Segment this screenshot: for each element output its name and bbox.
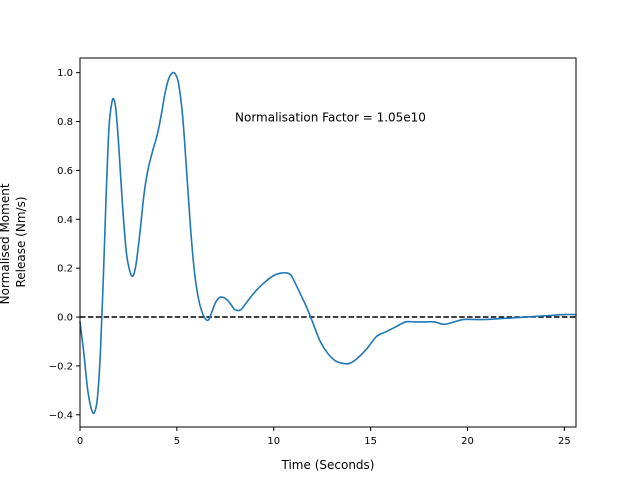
x-axis-ticks: 0 5 10 15 20 25 [77,427,571,447]
x-tick-label: 0 [77,436,83,447]
x-axis-label: Time (Seconds) [281,458,375,472]
series-line [79,71,577,415]
y-tick-label: 0.4 [57,215,73,226]
y-axis-label-line-1: Normalised Moment [0,183,12,304]
y-tick-label: 0.6 [57,166,73,177]
series-layer [79,71,577,415]
y-tick-label: −0.4 [49,410,73,421]
plot-frame [79,57,577,428]
y-tick-label: 0.2 [57,264,73,275]
x-tick-label: 25 [558,436,571,447]
x-tick-label: 15 [364,436,377,447]
x-tick-label: 20 [461,436,474,447]
y-axis-ticks: −0.4 −0.2 0.0 0.2 0.4 0.6 0.8 1.0 [49,68,80,421]
normalisation-annotation: Normalisation Factor = 1.05e10 [235,111,426,125]
x-tick-label: 5 [174,436,180,447]
y-axis-label-line-2: Release (Nm/s) [14,196,28,287]
y-tick-label: 0.0 [57,313,73,324]
x-tick-label: 10 [267,436,280,447]
y-axis-label: Normalised Moment Release (Nm/s) [0,180,28,305]
y-tick-label: 0.8 [57,117,73,128]
y-tick-label: 1.0 [57,68,73,79]
y-tick-label: −0.2 [49,361,73,372]
plot-background [80,58,576,427]
